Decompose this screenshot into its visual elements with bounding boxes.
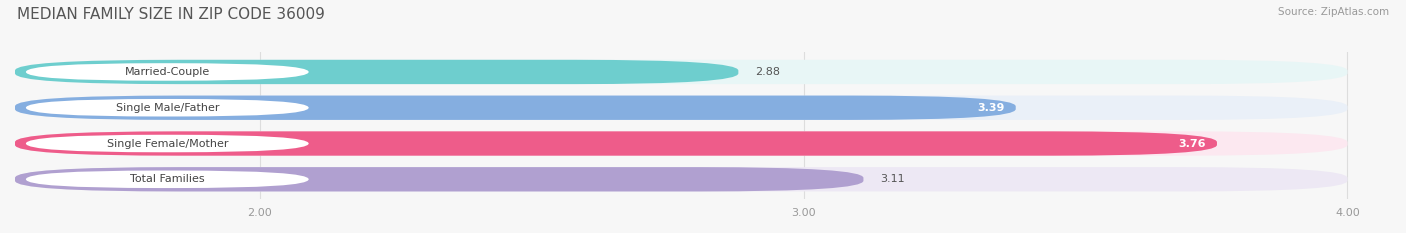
FancyBboxPatch shape xyxy=(25,63,309,81)
FancyBboxPatch shape xyxy=(15,167,1347,192)
Text: 2.88: 2.88 xyxy=(755,67,780,77)
FancyBboxPatch shape xyxy=(25,171,309,188)
Text: Single Female/Mother: Single Female/Mother xyxy=(107,138,228,148)
Text: Married-Couple: Married-Couple xyxy=(125,67,209,77)
Text: MEDIAN FAMILY SIZE IN ZIP CODE 36009: MEDIAN FAMILY SIZE IN ZIP CODE 36009 xyxy=(17,7,325,22)
Text: Single Male/Father: Single Male/Father xyxy=(115,103,219,113)
FancyBboxPatch shape xyxy=(15,167,863,192)
Text: Source: ZipAtlas.com: Source: ZipAtlas.com xyxy=(1278,7,1389,17)
FancyBboxPatch shape xyxy=(15,60,738,84)
Text: 3.39: 3.39 xyxy=(977,103,1005,113)
FancyBboxPatch shape xyxy=(25,135,309,152)
FancyBboxPatch shape xyxy=(15,131,1347,156)
FancyBboxPatch shape xyxy=(15,60,1347,84)
Text: 3.76: 3.76 xyxy=(1178,138,1206,148)
Text: Total Families: Total Families xyxy=(129,174,205,184)
FancyBboxPatch shape xyxy=(15,131,1218,156)
Text: 3.11: 3.11 xyxy=(880,174,904,184)
FancyBboxPatch shape xyxy=(15,96,1015,120)
FancyBboxPatch shape xyxy=(25,99,309,116)
FancyBboxPatch shape xyxy=(15,96,1347,120)
